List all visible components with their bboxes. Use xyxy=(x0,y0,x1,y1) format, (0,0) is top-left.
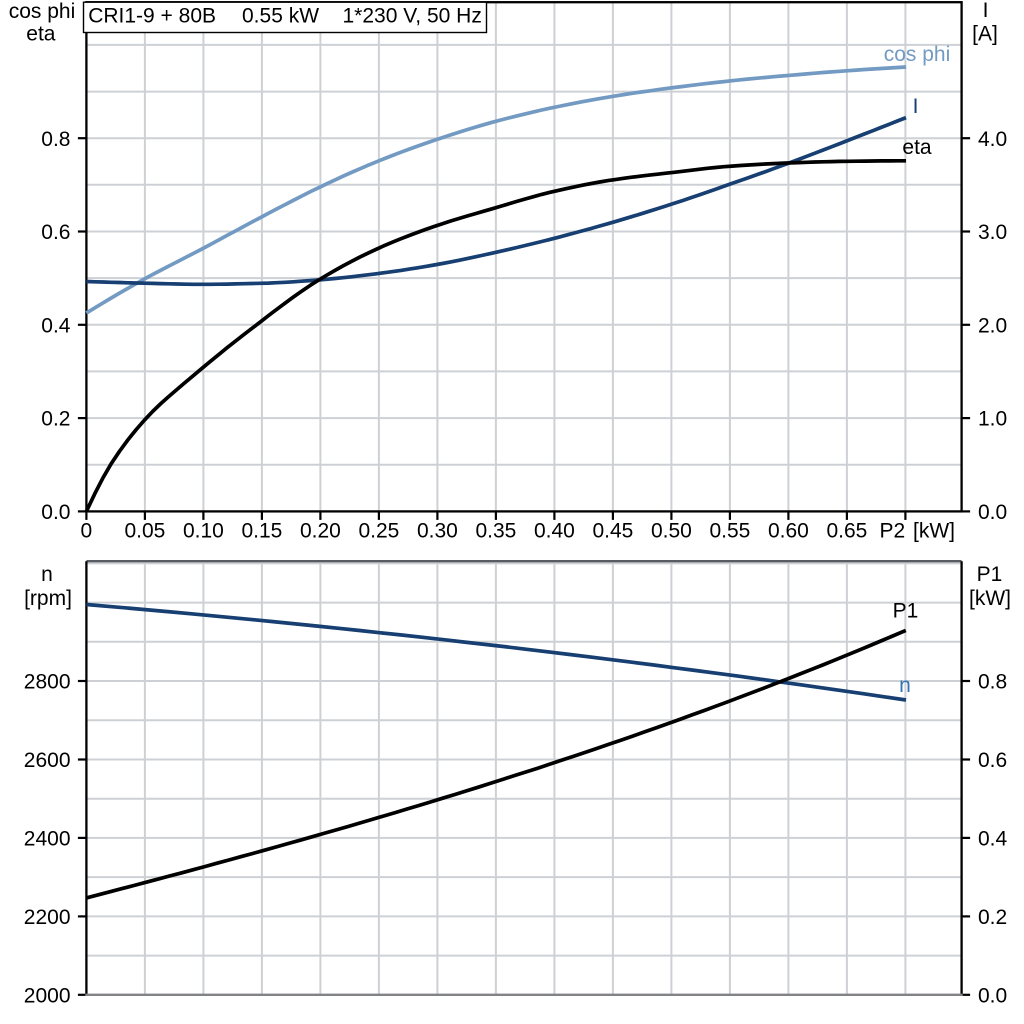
svg-text:0.40: 0.40 xyxy=(534,520,575,543)
svg-text:0.6: 0.6 xyxy=(978,749,1007,772)
svg-text:2600: 2600 xyxy=(24,749,71,772)
svg-text:0: 0 xyxy=(81,520,93,543)
svg-text:0.8: 0.8 xyxy=(978,671,1007,694)
svg-text:0.50: 0.50 xyxy=(651,520,692,543)
svg-text:0.6: 0.6 xyxy=(41,221,70,244)
svg-text:P1: P1 xyxy=(977,563,1003,586)
svg-text:0.55: 0.55 xyxy=(709,520,750,543)
svg-text:0.25: 0.25 xyxy=(358,520,399,543)
svg-text:2400: 2400 xyxy=(24,828,71,851)
svg-text:cos phi: cos phi xyxy=(9,0,76,23)
svg-text:0.35: 0.35 xyxy=(475,520,516,543)
svg-text:1.0: 1.0 xyxy=(978,408,1007,431)
svg-text:0.0: 0.0 xyxy=(978,501,1007,524)
svg-text:eta: eta xyxy=(26,23,56,46)
svg-text:0.45: 0.45 xyxy=(592,520,633,543)
svg-text:cos phi: cos phi xyxy=(884,43,951,66)
svg-text:0.60: 0.60 xyxy=(768,520,809,543)
svg-text:0.15: 0.15 xyxy=(241,520,282,543)
svg-text:4.0: 4.0 xyxy=(978,128,1007,151)
svg-text:0.4: 0.4 xyxy=(978,828,1008,851)
svg-text:n: n xyxy=(899,674,911,697)
svg-text:0.2: 0.2 xyxy=(41,408,70,431)
svg-text:0.8: 0.8 xyxy=(41,128,70,151)
svg-text:0.20: 0.20 xyxy=(300,520,341,543)
svg-text:CRI1-9 + 80B: CRI1-9 + 80B xyxy=(88,5,216,28)
svg-text:0.55 kW: 0.55 kW xyxy=(242,5,319,28)
svg-text:eta: eta xyxy=(902,136,932,159)
svg-text:0.10: 0.10 xyxy=(183,520,224,543)
svg-text:P2: P2 xyxy=(880,520,906,543)
svg-text:[A]: [A] xyxy=(972,23,998,46)
svg-text:0.0: 0.0 xyxy=(978,984,1007,1007)
svg-text:0.0: 0.0 xyxy=(41,501,70,524)
svg-text:n: n xyxy=(41,563,53,586)
svg-text:0.4: 0.4 xyxy=(41,314,71,337)
svg-text:0.2: 0.2 xyxy=(978,906,1007,929)
svg-text:2800: 2800 xyxy=(24,671,71,694)
svg-text:1*230 V, 50 Hz: 1*230 V, 50 Hz xyxy=(343,5,482,28)
svg-text:0.05: 0.05 xyxy=(124,520,165,543)
svg-text:2.0: 2.0 xyxy=(978,314,1007,337)
svg-text:P1: P1 xyxy=(893,600,919,623)
svg-text:0.30: 0.30 xyxy=(417,520,458,543)
svg-text:I: I xyxy=(983,0,989,22)
svg-text:3.0: 3.0 xyxy=(978,221,1007,244)
svg-text:[kW]: [kW] xyxy=(969,587,1011,610)
svg-text:2000: 2000 xyxy=(24,984,71,1007)
svg-text:0.65: 0.65 xyxy=(826,520,867,543)
svg-text:[rpm]: [rpm] xyxy=(24,587,72,610)
svg-text:2200: 2200 xyxy=(24,906,71,929)
svg-text:I: I xyxy=(913,95,919,118)
svg-text:[kW]: [kW] xyxy=(913,520,955,543)
